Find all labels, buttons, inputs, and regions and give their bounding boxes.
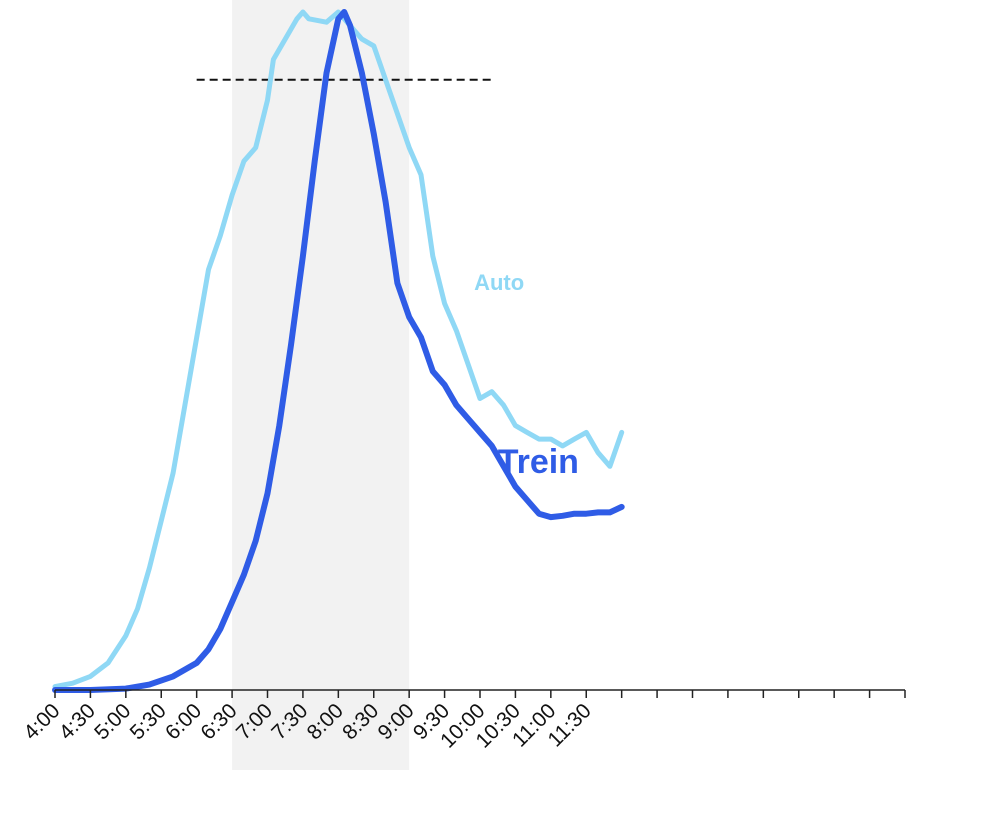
x-tick-label: 5:00 (90, 699, 135, 744)
series-label-auto: Auto (474, 270, 524, 295)
series-labels: Auto Trein (474, 270, 579, 481)
x-tick-label: 5:30 (126, 699, 171, 744)
series-layer (52, 9, 625, 693)
series-label-trein: Trein (498, 443, 579, 481)
x-axis: 4:004:305:005:306:006:307:007:308:008:30… (19, 689, 906, 753)
x-tick-label: 4:30 (55, 699, 100, 744)
x-tick-label: 4:00 (19, 699, 64, 744)
x-tick-label: 6:00 (161, 699, 206, 744)
series-line-trein (52, 9, 625, 693)
